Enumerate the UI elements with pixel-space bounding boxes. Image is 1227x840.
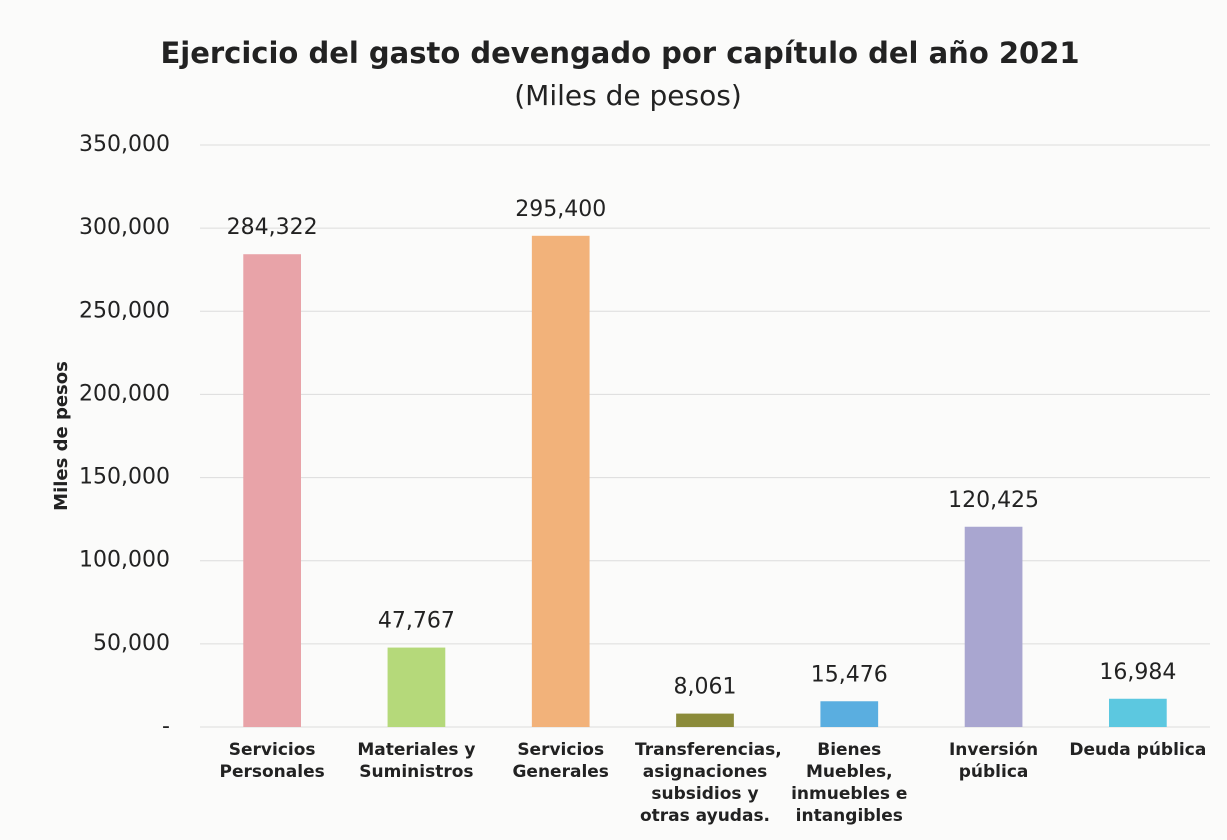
data-label: 16,984 (1099, 660, 1176, 685)
data-label: 8,061 (674, 675, 737, 700)
y-tick-label: 50,000 (93, 631, 170, 656)
bar (820, 701, 879, 727)
x-tick-label: Transferencias, asignaciones subsidios y… (635, 740, 782, 826)
bar (1109, 698, 1167, 727)
x-tick-label: Bienes Muebles, inmuebles e intangibles (791, 740, 908, 826)
y-tick-label: 350,000 (79, 132, 170, 157)
data-label: 295,400 (515, 197, 606, 222)
x-tick-label: Inversión pública (948, 740, 1039, 782)
y-tick-label: 300,000 (79, 215, 170, 240)
x-tick-label: Deuda pública (1069, 740, 1207, 760)
x-tick-label: Materiales y Suministros (357, 740, 476, 782)
bar (964, 526, 1023, 727)
data-label: 47,767 (378, 609, 455, 634)
y-tick-label: 100,000 (79, 548, 170, 573)
bar (676, 713, 734, 727)
data-label: 15,476 (811, 662, 888, 687)
data-label: 284,322 (227, 215, 318, 240)
y-axis-label: Miles de pesos (51, 361, 72, 511)
y-tick-label: - (162, 714, 170, 739)
y-tick-label: 200,000 (79, 381, 170, 406)
bar (243, 254, 301, 727)
y-tick-label: 250,000 (79, 298, 170, 323)
data-label: 120,425 (948, 488, 1039, 513)
bar (387, 647, 446, 727)
chart-subtitle: (Miles de pesos) (514, 79, 742, 112)
x-tick-label: Servicios Personales (219, 740, 325, 782)
bar (531, 235, 590, 728)
chart-title: Ejercicio del gasto devengado por capítu… (160, 36, 1079, 70)
y-tick-label: 150,000 (79, 465, 170, 490)
x-tick-label: Servicios Generales (512, 740, 609, 782)
